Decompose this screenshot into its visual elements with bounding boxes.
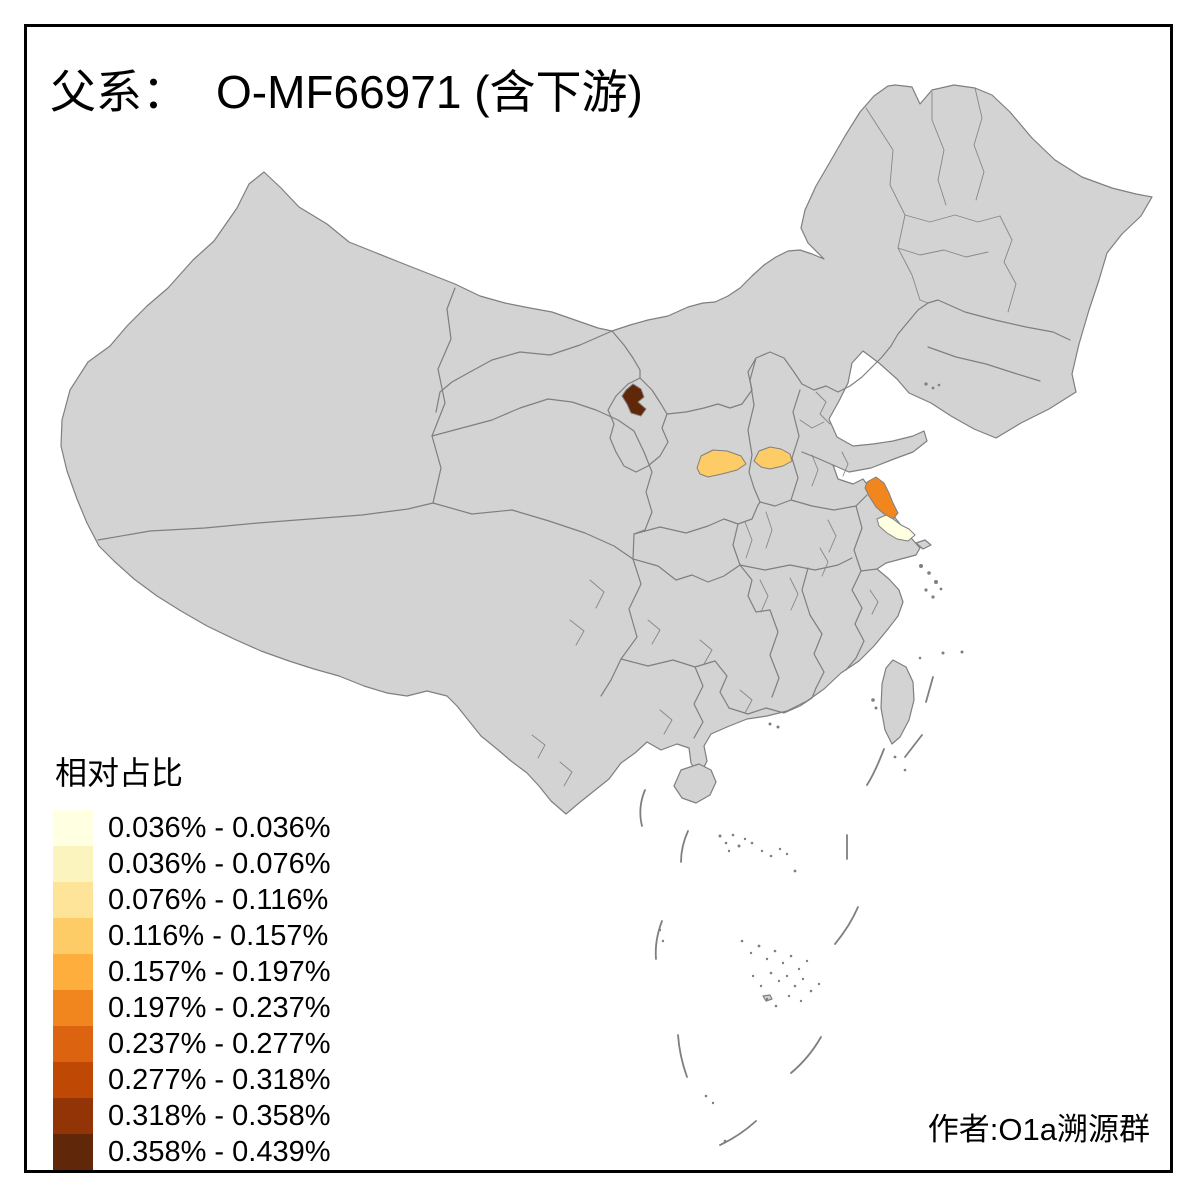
legend-label: 0.157% - 0.197% [108, 956, 331, 988]
title-haplogroup: O-MF66971 (含下游) [216, 66, 643, 118]
legend-label: 0.358% - 0.439% [108, 1136, 331, 1168]
page-title: 父系： O-MF66971 (含下游) [50, 56, 643, 122]
chongming-island-shape [915, 539, 932, 550]
legend-swatch [53, 990, 93, 1026]
legend-label: 0.277% - 0.318% [108, 1064, 331, 1096]
region-jiangsu-coast [864, 476, 899, 520]
region-shaanxi-north [696, 449, 747, 478]
legend-item: 0.318% - 0.358% [53, 1098, 330, 1134]
mainland-group [60, 84, 1153, 1002]
highlighted-regions [621, 383, 916, 542]
author-credit: 作者:O1a溯源群 [927, 1112, 1150, 1147]
legend-item: 0.197% - 0.237% [53, 990, 330, 1026]
province-boundaries [97, 287, 1071, 739]
legend-item: 0.036% - 0.076% [53, 846, 330, 882]
legend-swatch [53, 846, 93, 882]
legend-label: 0.237% - 0.277% [108, 1028, 331, 1060]
prefecture-boundaries [531, 87, 1017, 787]
legend-title: 相对占比 [55, 755, 184, 791]
legend-label: 0.076% - 0.116% [108, 884, 329, 916]
title-prefix: 父系： [50, 67, 188, 118]
china-mainland-shape [60, 84, 1153, 815]
legend-label: 0.318% - 0.358% [108, 1100, 331, 1132]
legend-swatch [53, 1134, 93, 1170]
legend-item: 0.076% - 0.116% [53, 882, 330, 918]
legend-item: 0.116% - 0.157% [53, 918, 330, 954]
region-shanxi-south [753, 446, 793, 470]
hainan-island-shape [673, 763, 717, 804]
legend-swatch [53, 1062, 93, 1098]
legend-item: 0.237% - 0.277% [53, 1026, 330, 1062]
legend-swatch [53, 882, 93, 918]
taiwan-island-shape [880, 659, 915, 745]
legend-swatch [53, 810, 93, 846]
legend: 相对占比 0.036% - 0.036% 0.036% - 0.076% 0.0… [53, 748, 330, 1170]
region-jiangsu-south [876, 514, 916, 542]
small-islands [658, 382, 964, 1143]
legend-swatch [53, 1026, 93, 1062]
maritime-dash-lines [639, 676, 934, 1146]
legend-swatch [53, 918, 93, 954]
legend-item: 0.157% - 0.197% [53, 954, 330, 990]
legend-swatch [53, 954, 93, 990]
legend-item: 0.277% - 0.318% [53, 1062, 330, 1098]
legend-label: 0.036% - 0.036% [108, 812, 331, 844]
legend-label: 0.197% - 0.237% [108, 992, 331, 1024]
legend-item: 0.036% - 0.036% [53, 810, 330, 846]
legend-label: 0.116% - 0.157% [108, 920, 329, 952]
legend-label: 0.036% - 0.076% [108, 848, 331, 880]
legend-swatch [53, 1098, 93, 1134]
region-ningxia-dark [621, 383, 647, 417]
legend-item: 0.358% - 0.439% [53, 1134, 330, 1170]
